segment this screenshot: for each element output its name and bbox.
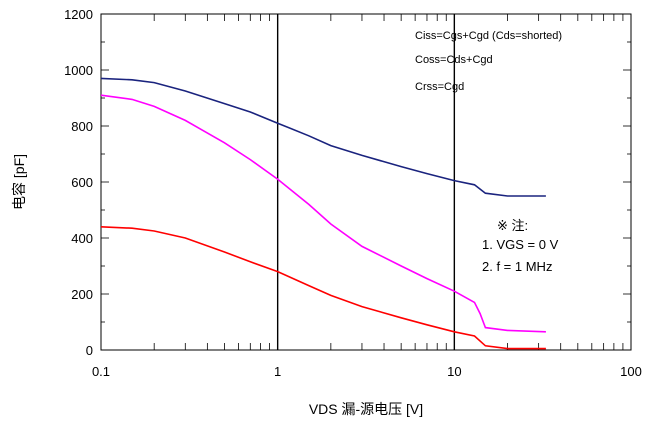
y-tick-label: 1000 [64, 63, 93, 78]
grid [101, 13, 631, 351]
y-axis-label: 电容 [pF] [11, 154, 27, 210]
note-background [474, 214, 594, 278]
x-tick-label: 100 [620, 364, 642, 379]
note-title: ※ 注: [497, 218, 528, 233]
y-tick-label: 400 [71, 231, 93, 246]
x-tick-label: 0.1 [92, 364, 110, 379]
note-line-1: 1. VGS = 0 V [482, 237, 559, 252]
legend-crss: Crss=Cgd [415, 81, 464, 93]
plot-frame [100, 13, 632, 351]
series-line-2 [100, 94, 546, 333]
x-ticks: 0.1 1 10 100 [92, 364, 642, 379]
data-series [100, 77, 546, 350]
series-line-3 [100, 226, 546, 350]
series-line-1 [100, 77, 546, 197]
x-tick-label: 1 [274, 364, 281, 379]
legend-ciss: Ciss=Cgs+Cgd (Cds=shorted) [415, 30, 562, 42]
y-tick-label: 600 [71, 175, 93, 190]
y-tick-label: 0 [86, 343, 93, 358]
y-ticks: 0 200 400 600 800 1000 1200 [64, 7, 93, 358]
y-tick-label: 200 [71, 287, 93, 302]
legend-coss: Coss=Cds+Cgd [415, 54, 493, 66]
x-axis-label: VDS 漏-源电压 [V] [309, 401, 423, 417]
note: ※ 注: 1. VGS = 0 V 2. f = 1 MHz [474, 214, 594, 278]
y-tick-label: 1200 [64, 7, 93, 22]
x-tick-label: 10 [447, 364, 461, 379]
y-tick-label: 800 [71, 119, 93, 134]
note-line-2: 2. f = 1 MHz [482, 259, 552, 274]
legend: Ciss=Cgs+Cgd (Cds=shorted) Coss=Cds+Cgd … [415, 30, 562, 93]
